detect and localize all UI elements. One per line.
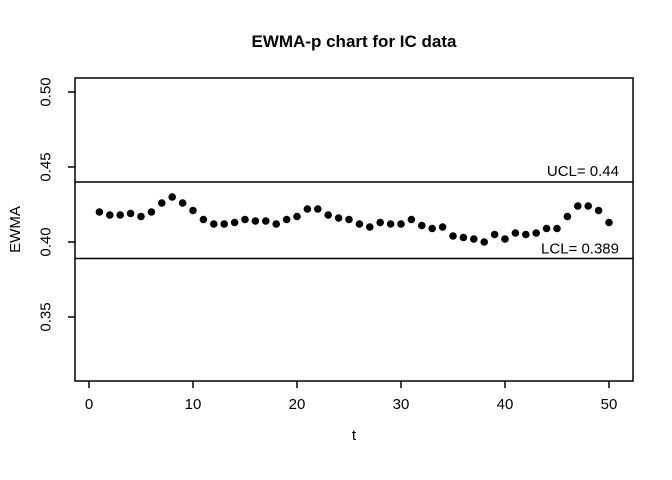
data-point xyxy=(189,206,197,215)
data-point xyxy=(272,220,281,228)
data-point xyxy=(210,220,218,228)
data-point xyxy=(220,220,228,228)
data-points-series xyxy=(95,193,613,246)
data-point xyxy=(324,211,333,219)
data-point xyxy=(303,205,312,213)
y-axis: 0.35 0.40 0.45 0.50 xyxy=(37,77,75,332)
data-point xyxy=(386,220,395,228)
x-tick-label: 20 xyxy=(289,396,306,413)
data-point xyxy=(95,208,104,216)
data-point xyxy=(376,218,385,227)
data-point xyxy=(366,223,374,231)
data-point xyxy=(106,211,114,219)
data-point xyxy=(594,206,603,215)
x-tick-label: 10 xyxy=(185,396,202,413)
data-point xyxy=(251,217,260,225)
data-point xyxy=(293,212,301,221)
data-point xyxy=(199,215,208,224)
data-point xyxy=(334,214,343,222)
chart-title: EWMA-p chart for IC data xyxy=(252,32,457,51)
data-point xyxy=(605,218,613,227)
data-point xyxy=(563,212,572,221)
x-axis: 0 10 20 30 40 50 xyxy=(85,381,618,413)
x-tick-label: 50 xyxy=(601,396,618,413)
x-tick-label: 40 xyxy=(497,396,514,413)
data-point xyxy=(480,238,489,246)
data-point xyxy=(407,215,416,224)
data-point xyxy=(522,230,530,239)
data-point xyxy=(501,235,509,243)
data-point xyxy=(542,224,551,233)
data-point xyxy=(511,229,520,237)
data-point xyxy=(438,223,447,231)
y-axis-title: EWMA xyxy=(7,206,24,253)
data-point xyxy=(262,217,270,225)
data-point xyxy=(574,202,582,210)
x-tick-label: 30 xyxy=(393,396,410,413)
lcl-label: LCL= 0.389 xyxy=(541,241,619,258)
data-point xyxy=(137,212,145,221)
data-point xyxy=(532,229,540,237)
data-point xyxy=(126,209,135,218)
y-tick-label: 0.35 xyxy=(37,302,54,331)
data-point xyxy=(553,224,561,233)
x-tick-label: 0 xyxy=(85,396,93,413)
y-tick-label: 0.50 xyxy=(37,77,54,106)
data-point xyxy=(116,211,124,219)
data-point xyxy=(158,199,166,207)
data-point xyxy=(355,220,364,228)
data-point xyxy=(345,215,353,224)
y-tick-label: 0.45 xyxy=(37,152,54,181)
data-point xyxy=(428,224,437,233)
data-point xyxy=(459,233,468,242)
x-axis-title: t xyxy=(352,427,357,444)
data-point xyxy=(230,218,239,227)
data-point xyxy=(449,232,457,240)
data-point xyxy=(282,215,291,224)
plot-box xyxy=(74,77,634,382)
data-point xyxy=(470,235,478,243)
y-tick-label: 0.40 xyxy=(37,227,54,256)
ucl-label: UCL= 0.44 xyxy=(547,163,619,180)
data-point xyxy=(490,230,499,239)
data-point xyxy=(584,202,592,210)
data-point xyxy=(397,220,405,228)
data-point xyxy=(178,199,187,207)
data-point xyxy=(241,215,249,224)
data-point xyxy=(418,221,426,230)
data-point xyxy=(147,208,156,216)
data-point xyxy=(314,205,322,213)
data-point xyxy=(168,193,176,201)
